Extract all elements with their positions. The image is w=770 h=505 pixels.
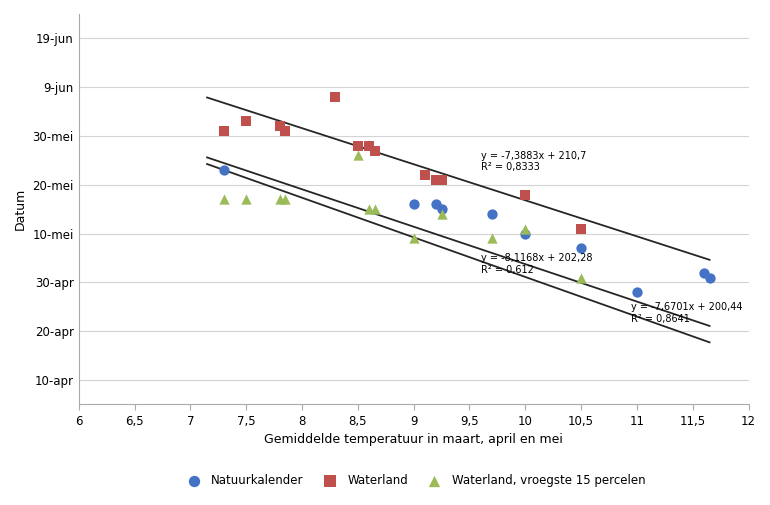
Natuurkalender xyxy=(519,230,531,238)
Waterland xyxy=(519,190,531,198)
Text: y = -8,1168x + 202,28
R² = 0,612: y = -8,1168x + 202,28 R² = 0,612 xyxy=(480,253,592,275)
Waterland xyxy=(435,176,447,184)
Natuurkalender xyxy=(631,288,643,296)
Natuurkalender xyxy=(486,210,498,218)
Text: y = -7,3883x + 210,7
R² = 0,8333: y = -7,3883x + 210,7 R² = 0,8333 xyxy=(480,150,586,172)
Waterland xyxy=(218,127,230,135)
Waterland, vroegste 15 percelen xyxy=(368,205,380,213)
Waterland xyxy=(368,146,380,155)
Natuurkalender xyxy=(435,205,447,213)
Natuurkalender xyxy=(703,274,715,282)
Waterland, vroegste 15 percelen xyxy=(279,195,291,204)
Natuurkalender xyxy=(698,269,710,277)
Natuurkalender xyxy=(430,200,442,209)
Waterland xyxy=(240,117,253,125)
Waterland, vroegste 15 percelen xyxy=(240,195,253,204)
Waterland xyxy=(273,122,286,130)
Waterland, vroegste 15 percelen xyxy=(407,234,420,242)
Waterland, vroegste 15 percelen xyxy=(486,234,498,242)
Waterland, vroegste 15 percelen xyxy=(519,225,531,233)
Waterland xyxy=(430,176,442,184)
Y-axis label: Datum: Datum xyxy=(14,188,27,230)
Waterland xyxy=(575,225,588,233)
Waterland, vroegste 15 percelen xyxy=(218,195,230,204)
Waterland xyxy=(419,171,431,179)
X-axis label: Gemiddelde temperatuur in maart, april en mei: Gemiddelde temperatuur in maart, april e… xyxy=(264,433,563,446)
Natuurkalender xyxy=(575,244,588,252)
Waterland, vroegste 15 percelen xyxy=(363,205,375,213)
Legend: Natuurkalender, Waterland, Waterland, vroegste 15 percelen: Natuurkalender, Waterland, Waterland, vr… xyxy=(177,469,650,491)
Waterland, vroegste 15 percelen xyxy=(435,210,447,218)
Waterland xyxy=(330,93,342,101)
Natuurkalender xyxy=(218,166,230,174)
Natuurkalender xyxy=(407,200,420,209)
Waterland, vroegste 15 percelen xyxy=(352,152,364,160)
Waterland xyxy=(279,127,291,135)
Waterland xyxy=(363,142,375,150)
Waterland, vroegste 15 percelen xyxy=(575,274,588,282)
Waterland, vroegste 15 percelen xyxy=(273,195,286,204)
Waterland xyxy=(352,142,364,150)
Text: y = -7,6701x + 200,44
R² = 0,8641: y = -7,6701x + 200,44 R² = 0,8641 xyxy=(631,302,743,324)
